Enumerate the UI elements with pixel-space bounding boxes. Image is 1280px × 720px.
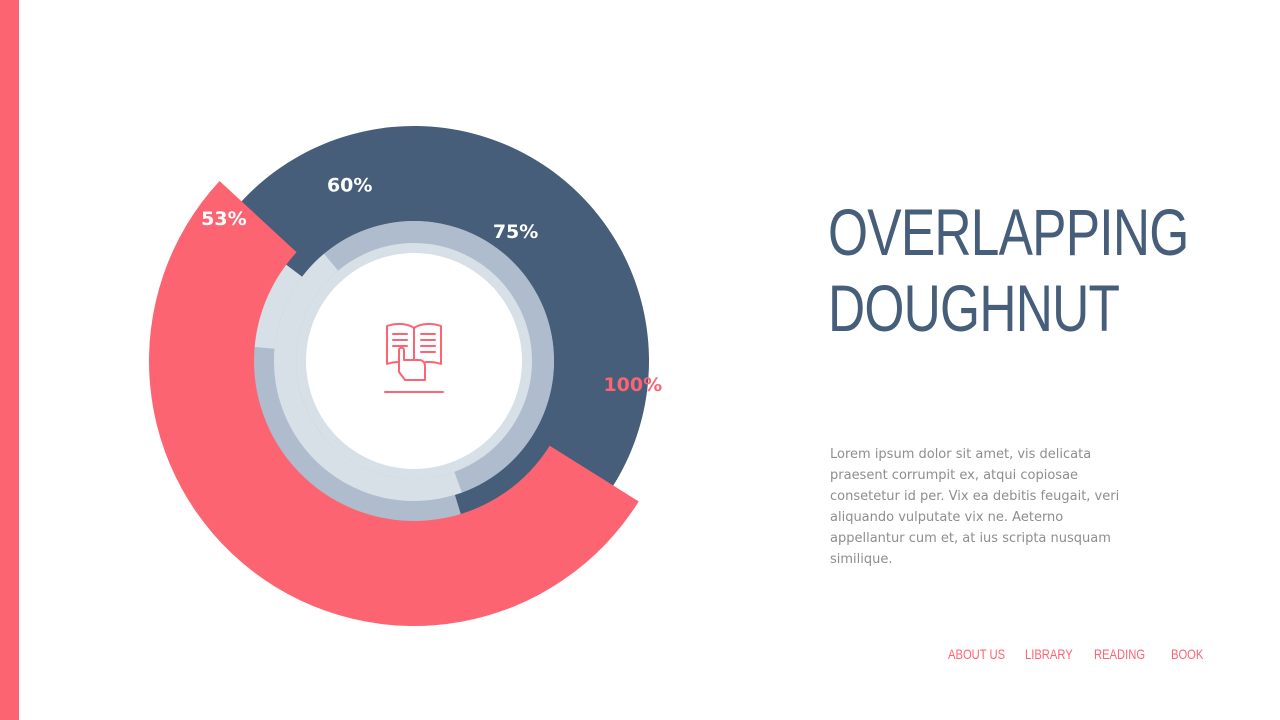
nav-link-about-us[interactable]: ABOUT US [948, 646, 1006, 662]
nav-link-library[interactable]: LIBRARY [1025, 646, 1073, 662]
nav-link-reading[interactable]: READING [1094, 646, 1146, 662]
title-line-1: OVERLAPPING [828, 195, 1189, 269]
nav-link-book[interactable]: BOOK [1171, 646, 1204, 662]
segment-53-percent [148, 180, 639, 627]
overlapping-doughnut-chart: 100% 75% 60% 53% [148, 126, 662, 627]
label-75-percent: 75% [493, 221, 538, 243]
inner-pale-arc [273, 253, 462, 502]
description-text: Lorem ipsum dolor sit amet, vis delicata… [830, 447, 1120, 567]
accent-bar [0, 0, 19, 720]
label-53-percent: 53% [201, 208, 246, 230]
label-60-percent: 60% [327, 174, 372, 196]
open-book-hand-icon [384, 322, 444, 393]
title-line-2: DOUGHNUT [828, 271, 1120, 345]
label-100-percent: 100% [603, 374, 662, 396]
page-title: OVERLAPPING DOUGHNUT [828, 194, 1189, 346]
